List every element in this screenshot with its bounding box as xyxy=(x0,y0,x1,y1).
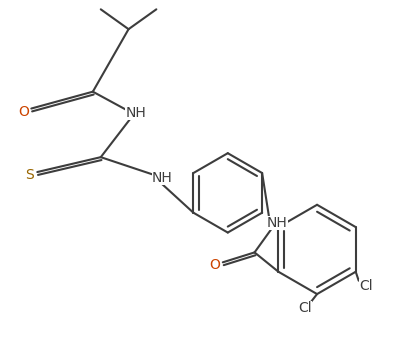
Text: NH: NH xyxy=(152,171,173,185)
Text: O: O xyxy=(209,258,220,272)
Text: NH: NH xyxy=(267,216,288,230)
Text: O: O xyxy=(18,104,29,119)
Text: Cl: Cl xyxy=(298,301,312,315)
Text: NH: NH xyxy=(125,107,146,120)
Text: Cl: Cl xyxy=(359,279,373,293)
Text: S: S xyxy=(25,168,34,182)
